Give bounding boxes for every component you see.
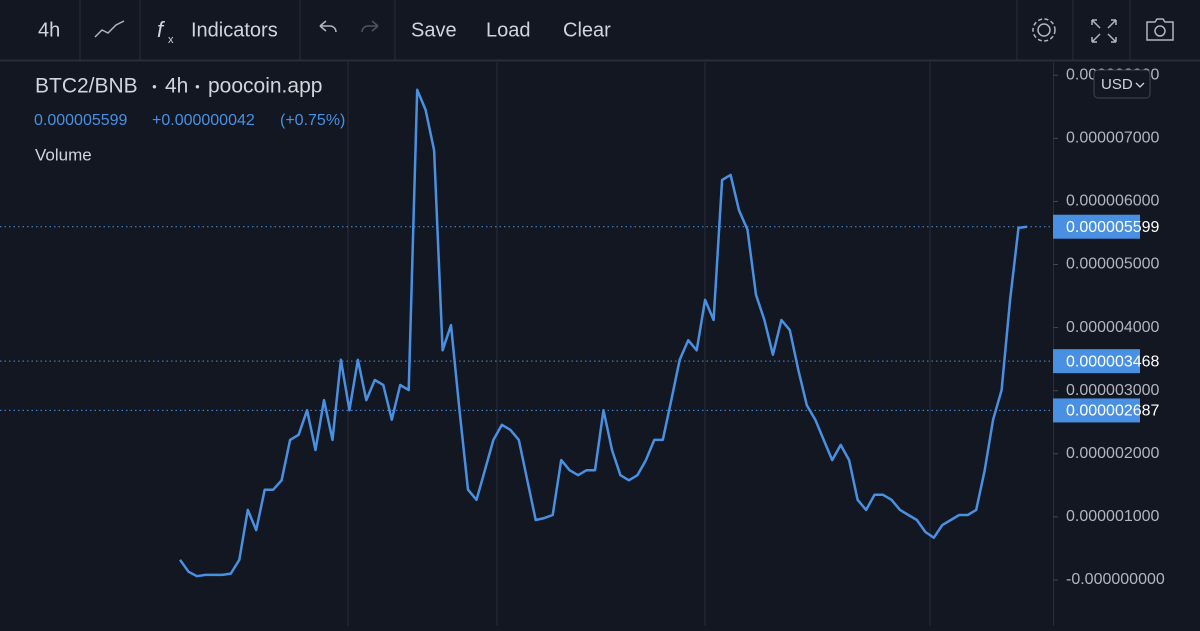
header-interval: 4h bbox=[165, 75, 188, 98]
price-line bbox=[178, 88, 1028, 578]
volume-label: Volume bbox=[35, 145, 92, 164]
y-tick-label: 0.000001000 bbox=[1066, 508, 1160, 525]
y-tick-label: 0.000003000 bbox=[1066, 382, 1160, 399]
fx-icon[interactable]: f bbox=[157, 17, 166, 42]
change-pct: (+0.75%) bbox=[280, 112, 345, 129]
screenshot-icon[interactable] bbox=[1146, 18, 1174, 41]
price-level-box bbox=[1053, 349, 1140, 374]
toolbar bbox=[0, 0, 1200, 60]
chart-type-icon[interactable] bbox=[94, 20, 125, 38]
price-level-box bbox=[1053, 214, 1140, 239]
dot: ● bbox=[152, 82, 157, 91]
screenshot-lens bbox=[1154, 25, 1166, 37]
settings-icon-ring bbox=[1032, 18, 1056, 42]
symbol: BTC2/BNB bbox=[35, 75, 138, 98]
currency-caret bbox=[1135, 82, 1145, 88]
y-tick-label: 0.000004000 bbox=[1066, 319, 1160, 336]
currency-label: USD bbox=[1101, 76, 1133, 93]
interval-button[interactable]: 4h bbox=[38, 19, 60, 41]
indicators-button[interactable]: Indicators bbox=[191, 19, 278, 41]
settings-icon[interactable] bbox=[1037, 23, 1051, 37]
price: 0.000005599 bbox=[34, 112, 128, 129]
change: +0.000000042 bbox=[152, 112, 255, 129]
currency-button[interactable] bbox=[1093, 69, 1151, 99]
price-level-label: 0.000003468 bbox=[1066, 353, 1160, 370]
price-level-label: 0.000002687 bbox=[1066, 403, 1160, 420]
fullscreen-icon[interactable] bbox=[1091, 19, 1117, 43]
save-button[interactable]: Save bbox=[411, 19, 457, 41]
y-tick-label: 0.000006000 bbox=[1066, 193, 1160, 210]
fx-icon-sub: x bbox=[168, 34, 174, 46]
y-tick-label: 0.000005000 bbox=[1066, 256, 1160, 273]
y-tick-label: 0.000002000 bbox=[1066, 445, 1160, 462]
undo-icon[interactable] bbox=[319, 20, 337, 33]
price-level-box bbox=[1053, 398, 1140, 423]
clear-button[interactable]: Clear bbox=[563, 19, 611, 41]
source: poocoin.app bbox=[208, 75, 322, 98]
dot: ● bbox=[195, 82, 200, 91]
load-button[interactable]: Load bbox=[486, 19, 531, 41]
y-tick-label: 0.000007000 bbox=[1066, 130, 1160, 147]
redo-icon[interactable] bbox=[361, 20, 379, 33]
vertical-grid bbox=[347, 62, 931, 626]
price-level-label: 0.000005599 bbox=[1066, 219, 1160, 236]
toolbar-separators bbox=[79, 0, 1131, 60]
y-tick-label: -0.000000000 bbox=[1066, 571, 1165, 588]
